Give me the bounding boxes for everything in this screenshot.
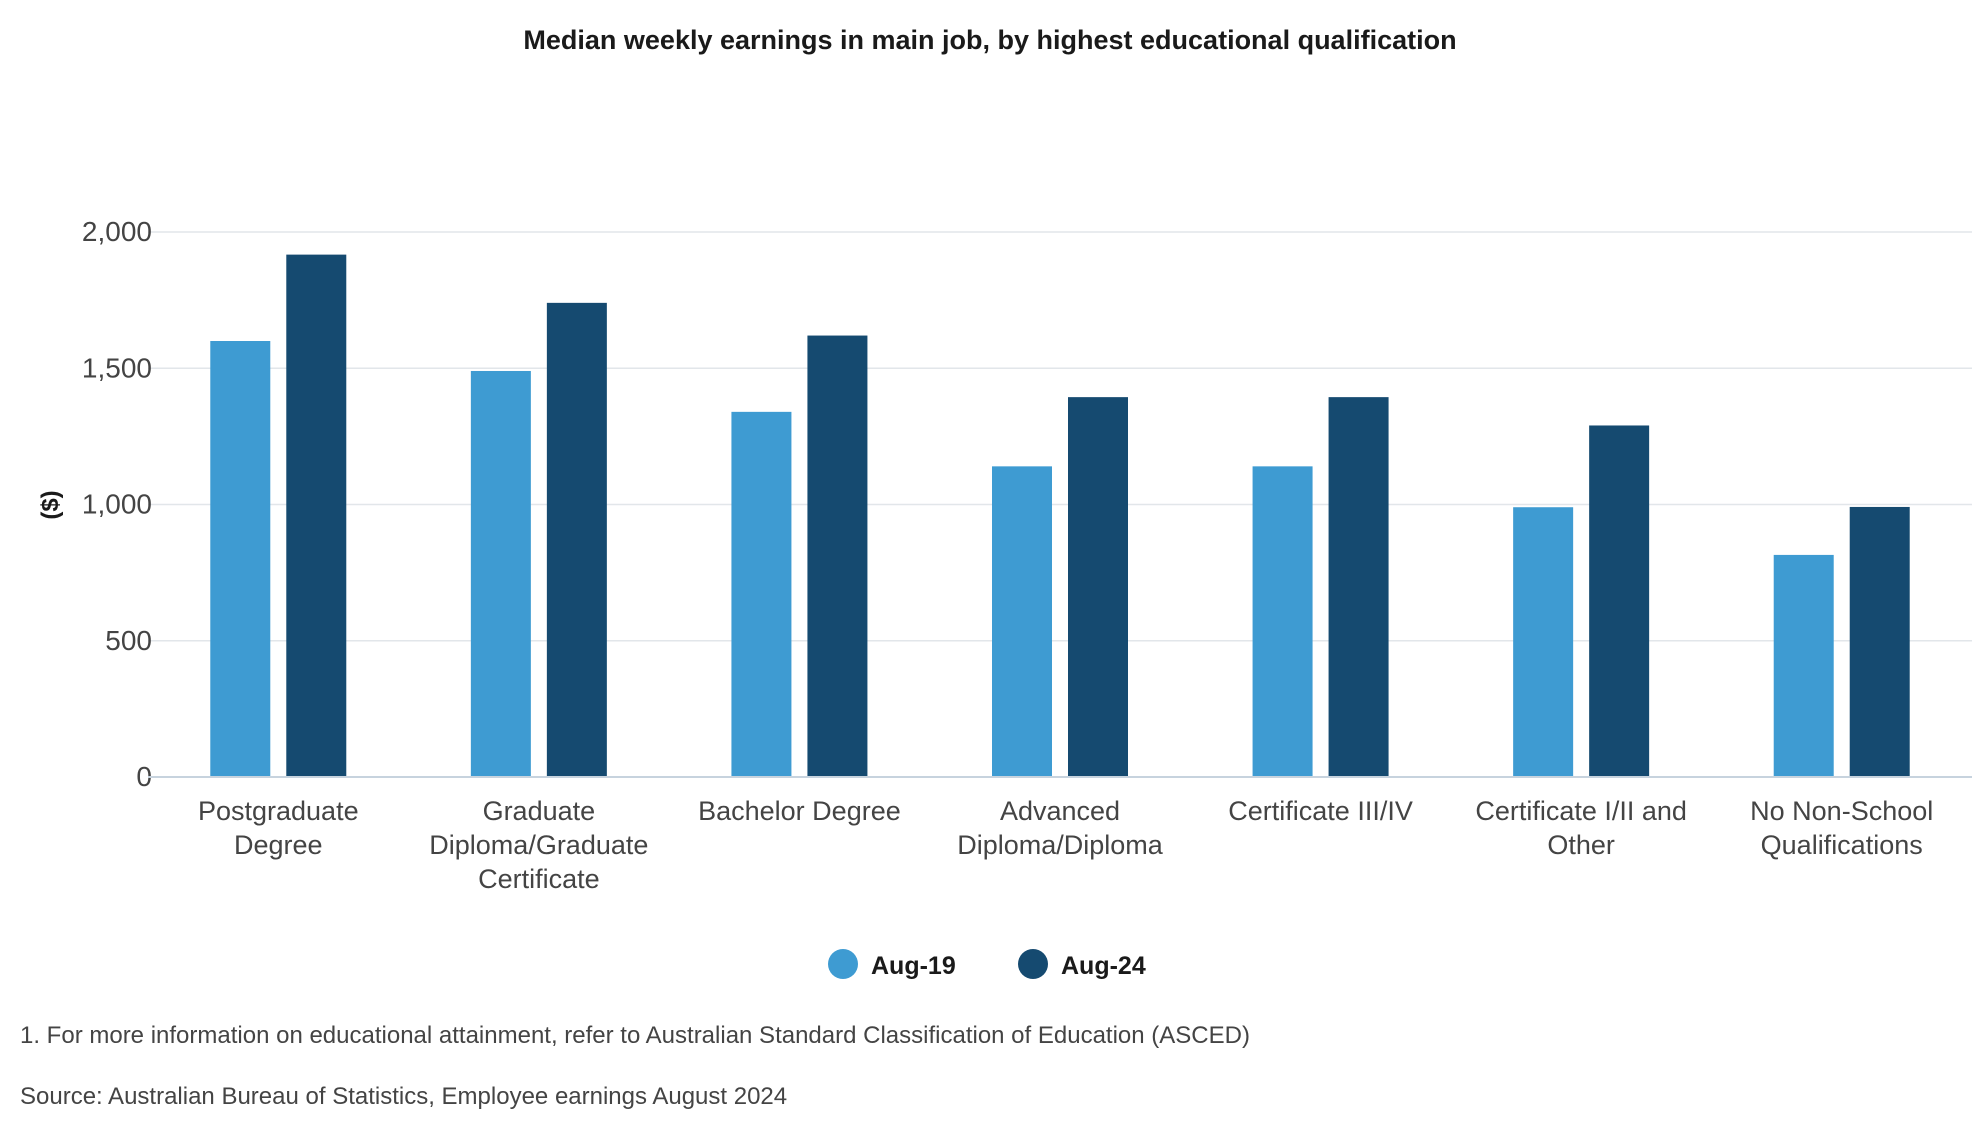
y-tick-label: 1,000 [82,489,152,520]
y-tick-label: 0 [136,761,152,792]
x-category-label-line: Certificate III/IV [1228,796,1413,826]
y-axis-label: ($) [37,490,64,519]
bar-aug-19-1 [470,370,531,777]
x-category-label: Postgraduate Degree [198,796,359,860]
chart-notes: 1. For more information on educational a… [20,1022,1960,1144]
bar-aug-19-3 [992,466,1052,777]
x-category-label-line: Graduate [483,796,596,826]
bar-aug-19-2 [731,411,792,777]
legend-label: Aug-24 [1061,952,1146,980]
bar-aug-24-1 [546,302,607,777]
y-axis-ticks: 0 500 1,000 1,500 2,000 [82,216,152,792]
bars [210,254,1910,777]
x-category-label-line: Other [1547,830,1615,860]
legend-swatch [828,949,858,979]
x-axis-categories: Postgraduate Degree Graduate Diploma/Gradua… [198,796,1933,894]
x-category-label-line: Diploma/Diploma [957,830,1164,860]
chart-title: Median weekly earnings in main job, by h… [523,25,1456,55]
y-tick-label: 500 [105,625,152,656]
bar-chart: Median weekly earnings in main job, by h… [37,25,1972,980]
x-category-label-line: Degree [234,830,323,860]
bar-aug-19-6 [1773,554,1834,777]
bar-aug-24-6 [1849,506,1910,777]
legend-label: Aug-19 [871,952,956,980]
x-category-label: Certificate III/IV [1228,796,1413,826]
bar-aug-24-0 [286,254,347,777]
x-category-label: Graduate Diploma/Graduate Certificate [429,796,648,894]
legend: Aug-19 Aug-24 [828,949,1146,980]
x-category-label-line: Qualifications [1761,830,1923,860]
x-category-label: Advanced Diploma/Diploma [957,796,1164,860]
gridlines [148,231,1972,642]
x-category-label: No Non-School Qualifications [1750,796,1933,860]
x-category-label: Bachelor Degree [698,796,901,826]
x-category-label-line: Certificate [478,864,600,894]
bar-aug-19-0 [210,341,271,777]
x-category-label-line: Certificate I/II and [1475,796,1687,826]
x-category-label-line: Bachelor Degree [698,796,901,826]
footnote: 1. For more information on educational a… [20,1022,1250,1049]
x-category-label-line: No Non-School [1750,796,1933,826]
legend-item-aug-19[interactable]: Aug-19 [828,949,956,980]
legend-item-aug-24[interactable]: Aug-24 [1018,949,1146,980]
source-note: Source: Australian Bureau of Statistics,… [20,1083,788,1110]
bar-aug-24-2 [807,335,868,777]
bar-aug-24-4 [1328,397,1389,777]
legend-swatch [1018,949,1048,979]
x-category-label-line: Diploma/Graduate [429,830,648,860]
x-category-label: Certificate I/II and Other [1475,796,1687,860]
bar-aug-19-5 [1513,507,1574,777]
x-category-label-line: Advanced [1000,796,1120,826]
bar-aug-24-3 [1068,397,1128,777]
bar-aug-19-4 [1252,466,1313,777]
bar-aug-24-5 [1589,425,1650,777]
y-tick-label: 1,500 [82,352,152,383]
y-tick-label: 2,000 [82,216,152,247]
x-category-label-line: Postgraduate [198,796,359,826]
